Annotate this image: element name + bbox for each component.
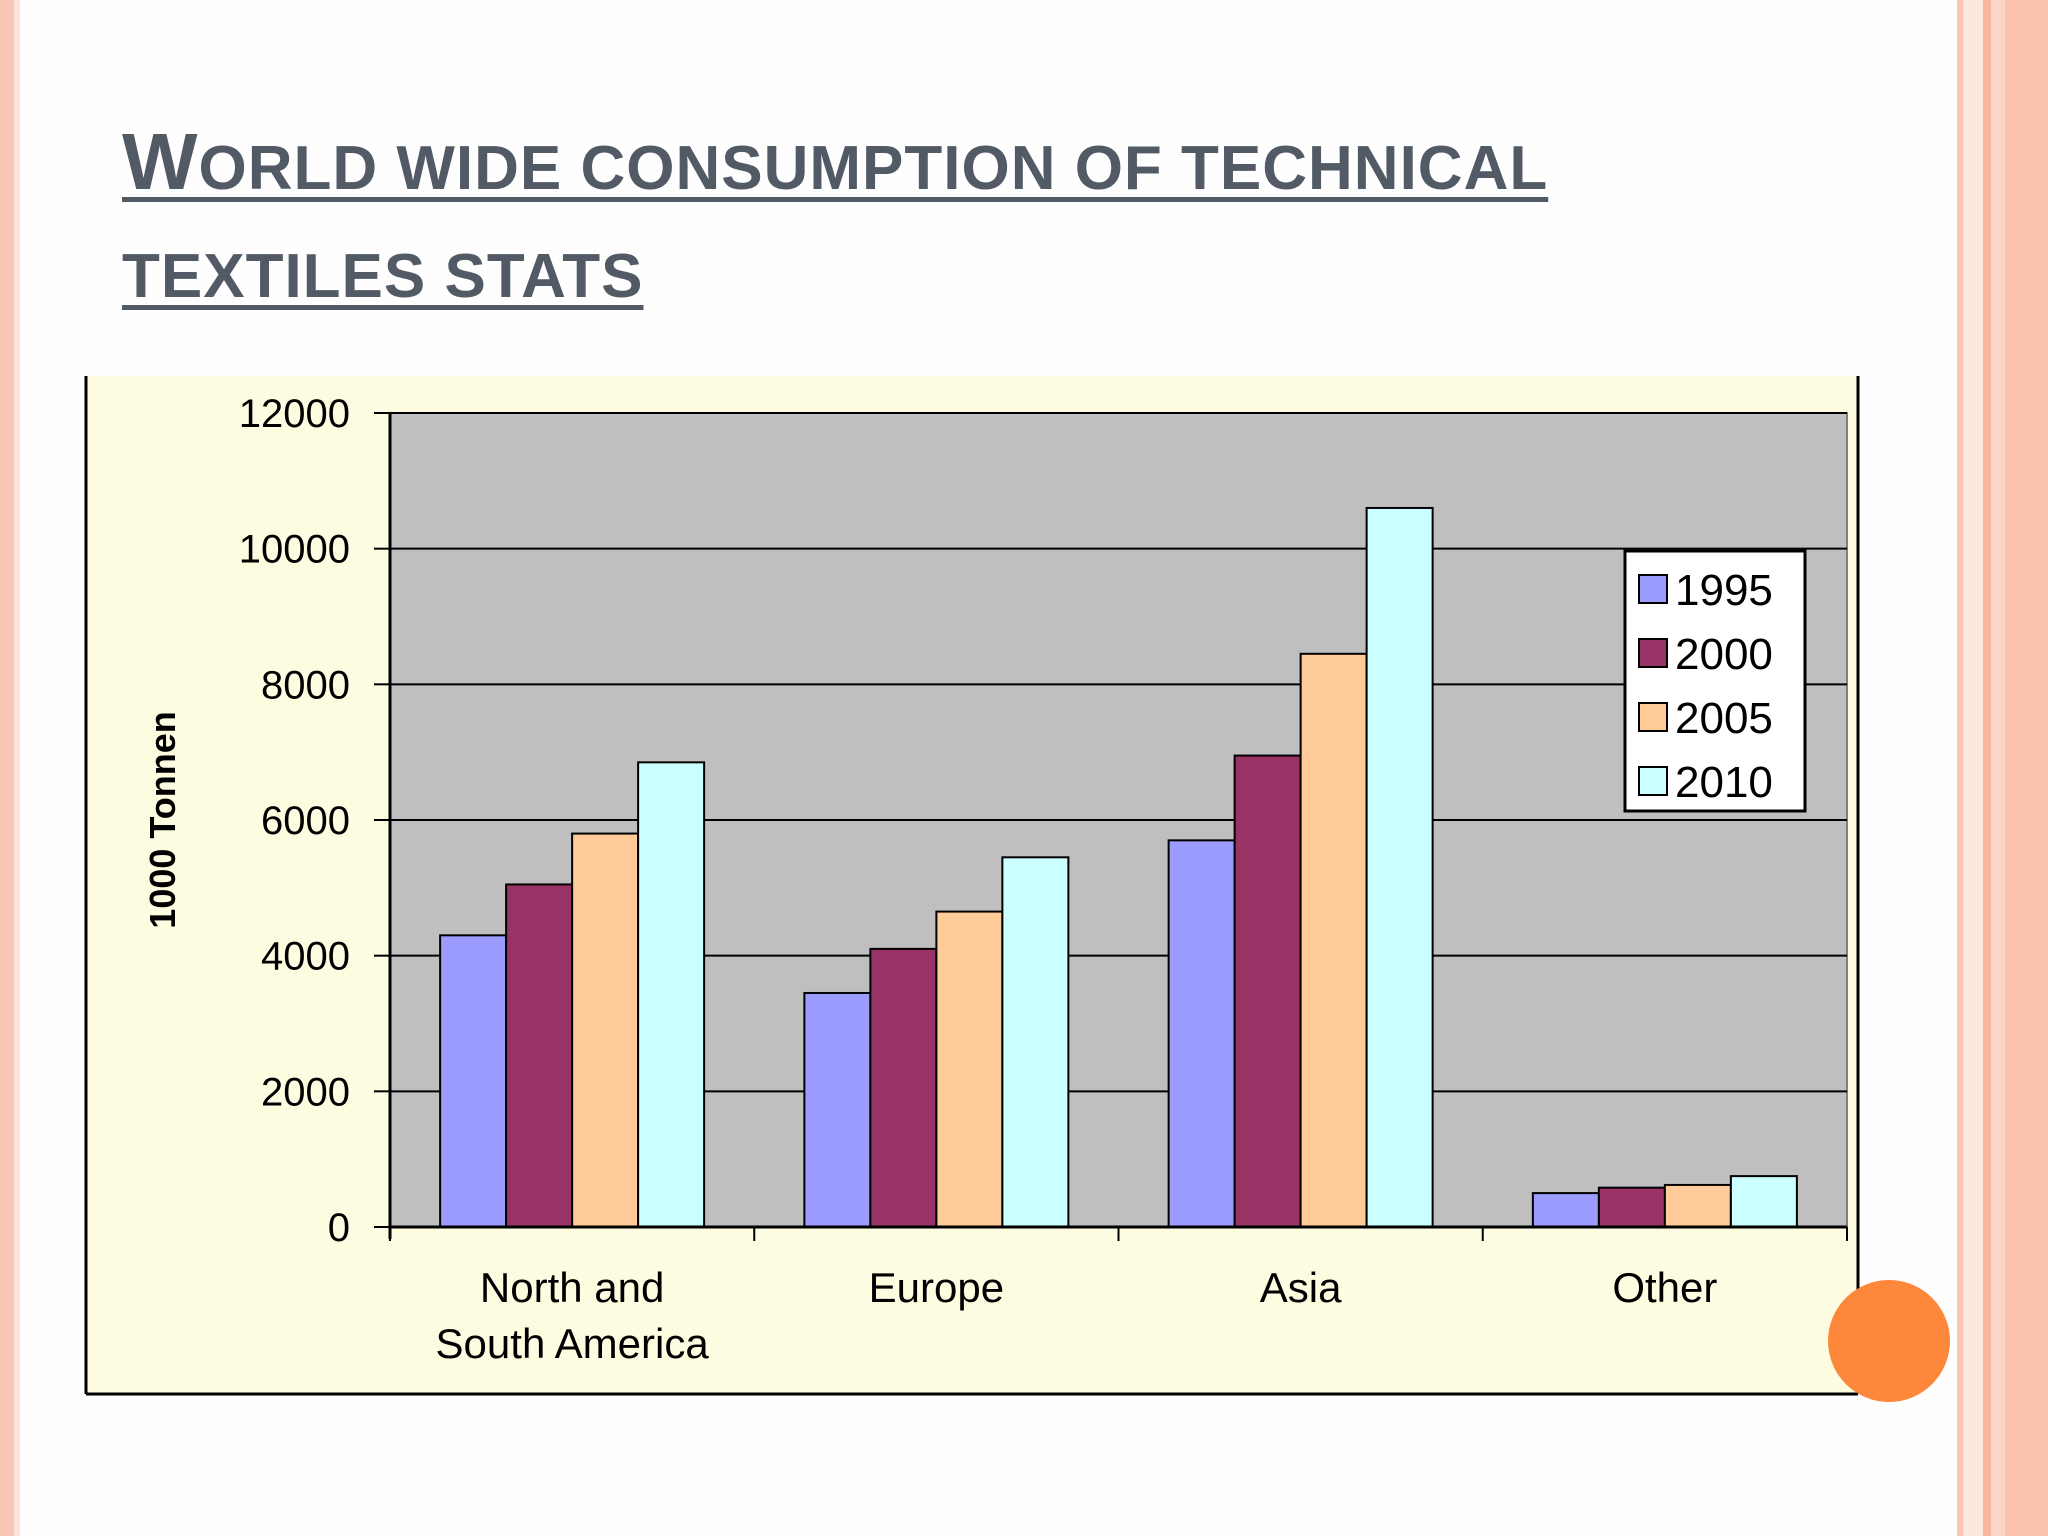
legend: 1995 2000 2005 2010 — [1623, 549, 1807, 813]
bar-2010 — [637, 761, 706, 1228]
legend-swatch — [1638, 574, 1668, 604]
bar-2010 — [1729, 1175, 1798, 1228]
y-tick-label: 0 — [328, 1206, 350, 1250]
y-tick-label: 4000 — [261, 935, 350, 979]
legend-swatch — [1638, 702, 1668, 732]
right-edge-stripe-thin — [1957, 0, 1963, 1536]
bar-1995 — [1167, 839, 1236, 1228]
x-category-label: Other — [1612, 1264, 1717, 1311]
right-edge-stripe-light — [1991, 0, 2005, 1536]
bar-2010 — [1001, 856, 1070, 1229]
bar-2005 — [1299, 652, 1368, 1228]
bar-2000 — [1597, 1186, 1666, 1228]
right-edge-stripe-outer — [2005, 0, 2048, 1536]
right-edge-stripe-accent — [1983, 0, 1991, 1536]
y-tick-label: 8000 — [261, 663, 350, 707]
left-edge-stripe-inner — [14, 0, 20, 1536]
bar-2005 — [1663, 1183, 1732, 1229]
y-tick-label: 2000 — [261, 1070, 350, 1114]
y-axis-title: 1000 Tonnen — [142, 711, 183, 928]
bar-2000 — [869, 947, 938, 1229]
bar-2005 — [571, 832, 640, 1228]
bar-2000 — [505, 883, 574, 1228]
bar-2000 — [1233, 754, 1302, 1229]
bar-1995 — [439, 934, 508, 1228]
y-tick-label: 10000 — [239, 528, 350, 572]
title-initial-letter: W — [122, 117, 199, 206]
left-edge-stripe — [0, 0, 14, 1536]
legend-swatch — [1638, 766, 1668, 796]
x-category-label: Europe — [869, 1264, 1004, 1311]
bar-2005 — [935, 910, 1004, 1228]
x-category-label: North and — [480, 1264, 664, 1311]
bar-1995 — [803, 991, 872, 1228]
legend-label: 1995 — [1675, 566, 1773, 615]
decorative-orange-circle — [1828, 1280, 1950, 1402]
x-category-label: South America — [436, 1320, 710, 1367]
y-tick-label: 6000 — [261, 799, 350, 843]
slide-title: WORLD WIDE CONSUMPTION OF TECHNICAL TEXT… — [122, 108, 1722, 331]
legend-label: 2005 — [1675, 694, 1773, 743]
legend-label: 2010 — [1675, 758, 1773, 807]
legend-label: 2000 — [1675, 630, 1773, 679]
bar-1995 — [1531, 1192, 1600, 1229]
bar-2010 — [1365, 506, 1434, 1228]
x-category-label: Asia — [1260, 1264, 1342, 1311]
title-line-1: WORLD WIDE CONSUMPTION OF TECHNICAL — [122, 108, 1548, 223]
right-edge-stripe-pale — [1963, 0, 1983, 1536]
title-line-2-text: TEXTILES STATS — [122, 242, 644, 311]
legend-swatch — [1638, 638, 1668, 668]
title-line-1-text: ORLD WIDE CONSUMPTION OF TECHNICAL — [198, 134, 1549, 203]
y-tick-label: 12000 — [239, 392, 350, 436]
title-line-2: TEXTILES STATS — [122, 223, 644, 331]
